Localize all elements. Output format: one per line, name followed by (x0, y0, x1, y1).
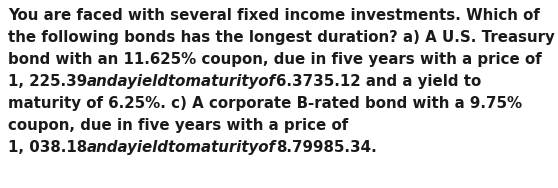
Text: andayieldtomaturityof: andayieldtomaturityof (87, 74, 276, 89)
Text: the following bonds has the longest duration? a) A U.S. Treasury: the following bonds has the longest dura… (8, 30, 555, 45)
Text: maturity of 6.25%. c) A corporate B-rated bond with a 9.75%: maturity of 6.25%. c) A corporate B-rate… (8, 96, 522, 111)
Text: You are faced with several fixed income investments. Which of: You are faced with several fixed income … (8, 8, 540, 23)
Text: 1, 038.18: 1, 038.18 (8, 140, 87, 155)
Text: 6.3735.12 and a yield to: 6.3735.12 and a yield to (276, 74, 482, 89)
Text: andayieldtomaturityof: andayieldtomaturityof (87, 140, 276, 155)
Text: coupon, due in five years with a price of: coupon, due in five years with a price o… (8, 118, 348, 133)
Text: bond with an 11.625% coupon, due in five years with a price of: bond with an 11.625% coupon, due in five… (8, 52, 542, 67)
Text: 8.79985.34.: 8.79985.34. (276, 140, 377, 155)
Text: 1, 225.39: 1, 225.39 (8, 74, 87, 89)
